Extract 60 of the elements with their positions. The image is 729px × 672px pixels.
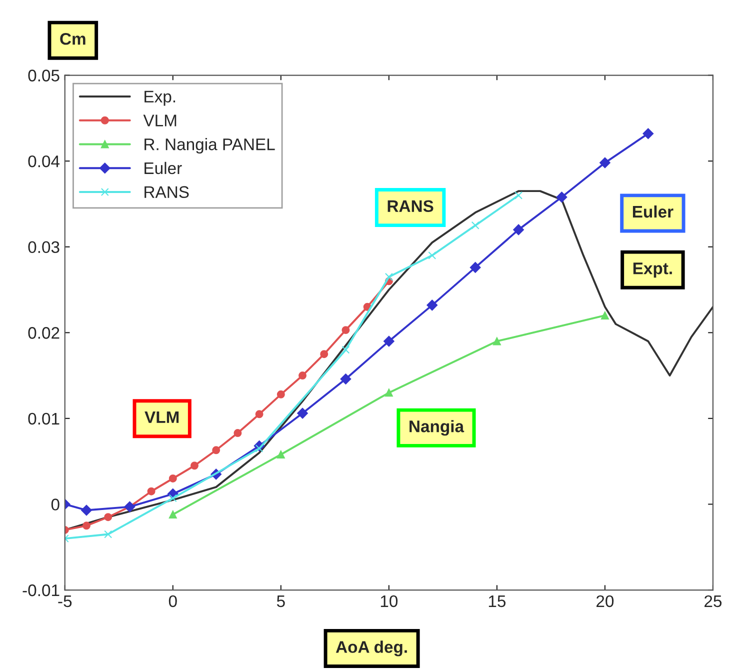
point <box>104 530 112 538</box>
point <box>471 221 480 230</box>
point <box>342 326 350 334</box>
point <box>340 374 352 384</box>
point <box>82 522 90 530</box>
annotation: Nangia <box>410 420 464 436</box>
point <box>297 408 308 419</box>
x-axis-title: AoA deg. <box>336 640 407 656</box>
annotation: RANS <box>388 200 434 212</box>
point <box>276 390 285 398</box>
y-tick-label: 0.05 <box>28 70 60 82</box>
point <box>168 510 177 519</box>
point <box>428 251 436 260</box>
x-tick-label: 0 <box>168 595 177 608</box>
x-tick-label: 10 <box>380 595 398 608</box>
point <box>298 372 307 380</box>
y-axis-title: Cm <box>60 32 86 45</box>
point <box>383 336 394 347</box>
point <box>342 346 350 354</box>
point <box>600 157 610 168</box>
y-tick-label: 0.04 <box>28 155 60 168</box>
point <box>104 513 112 522</box>
point <box>81 504 92 516</box>
annotation: Expt. <box>633 262 672 278</box>
point <box>255 410 264 418</box>
point <box>190 462 198 470</box>
point <box>556 192 568 203</box>
point <box>600 311 609 320</box>
point <box>276 450 285 458</box>
x-tick-label: -5 <box>58 595 72 608</box>
annotation: VLM <box>144 411 179 423</box>
point <box>234 429 242 438</box>
point <box>492 337 501 346</box>
legend-label: R. Nangia PANEL <box>144 138 275 154</box>
point <box>384 388 393 397</box>
point <box>212 446 220 454</box>
y-tick-label: 0 <box>51 498 60 510</box>
y-tick-label: -0.01 <box>22 584 60 596</box>
legend-label: Exp. <box>144 90 176 106</box>
x-tick-label: 20 <box>596 595 614 608</box>
point <box>514 191 523 200</box>
point <box>470 262 481 273</box>
y-tick-label: 0.02 <box>28 327 60 339</box>
x-tick-label: 15 <box>488 595 506 608</box>
point <box>384 272 393 281</box>
point <box>255 444 264 452</box>
y-tick-label: 0.03 <box>28 241 60 254</box>
legend-label: RANS <box>144 186 189 198</box>
annotation: Euler <box>632 205 674 218</box>
point <box>426 300 438 311</box>
point <box>147 487 156 496</box>
point <box>320 350 328 358</box>
x-tick-label: 5 <box>276 595 285 608</box>
point <box>513 224 524 236</box>
y-tick-label: 0.01 <box>28 412 60 425</box>
legend-label: Euler <box>144 162 182 174</box>
point <box>168 474 177 482</box>
point <box>642 128 654 140</box>
legend-label: VLM <box>143 114 176 126</box>
x-tick-label: 25 <box>704 595 722 608</box>
